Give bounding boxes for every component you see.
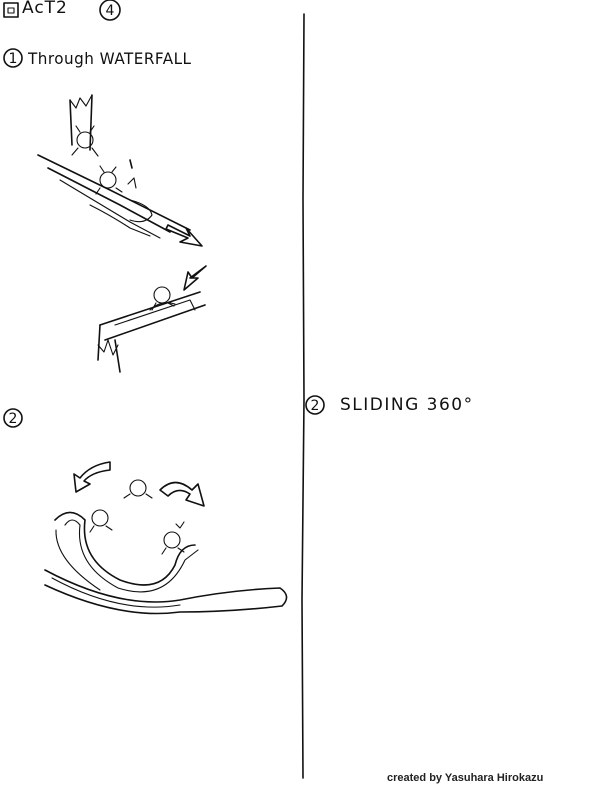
character-sketch bbox=[91, 509, 109, 527]
waterfall-landing-sketch bbox=[97, 265, 207, 373]
section-1-number-badge: 1 bbox=[3, 48, 23, 68]
sliding-loop-sketch bbox=[44, 461, 288, 615]
act-title: AcT2 bbox=[22, 0, 68, 18]
section-2-left-number: 2 bbox=[9, 411, 18, 427]
character-sketch bbox=[99, 171, 117, 189]
credit-text: created by Yasuhara Hirokazu bbox=[387, 772, 544, 784]
section-2-right-number-badge: 2 bbox=[305, 395, 325, 415]
section-2-left-number-badge: 2 bbox=[3, 408, 23, 428]
section-1-number: 1 bbox=[9, 51, 18, 67]
section-2-right-number: 2 bbox=[311, 398, 320, 414]
section-2-right-label: SLIDING 360° bbox=[340, 395, 474, 415]
character-sketch bbox=[76, 131, 94, 149]
waterfall-slope-sketch bbox=[37, 94, 203, 247]
page-number: 4 bbox=[106, 3, 115, 19]
character-sketch bbox=[153, 286, 171, 304]
header-box-icon bbox=[3, 2, 19, 18]
page-number-badge: 4 bbox=[99, 0, 121, 21]
character-sketch bbox=[163, 531, 181, 549]
character-sketch bbox=[129, 479, 147, 497]
page-divider bbox=[301, 13, 305, 779]
section-1-label: Through WATERFALL bbox=[28, 49, 192, 68]
